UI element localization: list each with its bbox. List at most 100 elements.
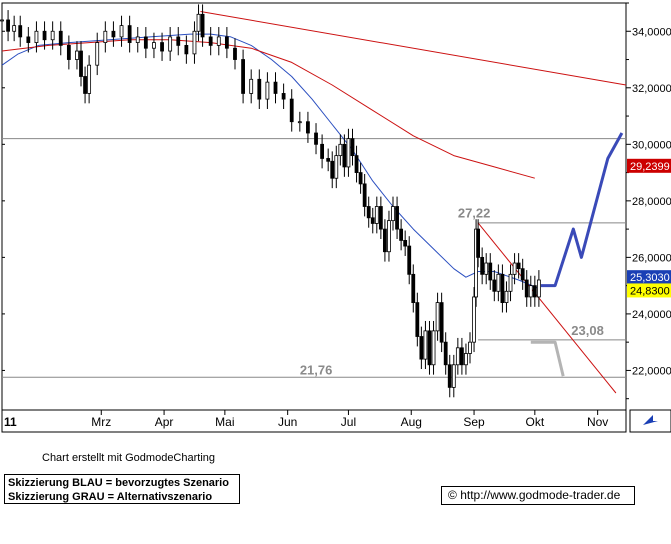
price-candle	[423, 330, 428, 360]
price-candle	[342, 143, 347, 168]
price-candle	[66, 44, 71, 60]
price-candle	[18, 25, 23, 38]
price-candle	[306, 121, 310, 134]
value-badge-label: 25,3030	[630, 272, 670, 284]
price-candle	[83, 76, 87, 94]
y-tick-label: 28,0000	[632, 196, 671, 208]
price-candle	[407, 245, 412, 275]
price-candle	[143, 36, 148, 49]
price-candle	[508, 273, 513, 292]
price-candle	[6, 19, 10, 32]
x-tick-label: Aug	[401, 415, 422, 429]
price-candle	[334, 155, 339, 179]
y-tick-label: 32,0000	[632, 83, 671, 95]
price-bars	[0, 4, 624, 398]
price-candle	[520, 268, 525, 281]
y-tick-label: 22,0000	[632, 365, 671, 377]
price-candle	[455, 347, 460, 366]
x-tick-label: Jun	[278, 415, 297, 429]
x-tick-label: 11	[4, 415, 17, 429]
x-tick-label: Mai	[215, 415, 234, 429]
price-candle	[431, 330, 436, 366]
price-candle	[484, 262, 489, 275]
price-candle	[391, 206, 395, 222]
x-tick-label: Nov	[587, 415, 608, 429]
trendline-falling-line	[477, 222, 617, 394]
price-candle	[281, 93, 286, 100]
price-candle	[200, 13, 205, 38]
price-candle	[111, 30, 116, 38]
y-tick-label: 26,0000	[632, 252, 671, 264]
price-candle	[249, 78, 254, 94]
price-candle	[224, 36, 229, 49]
price-candle	[374, 206, 379, 224]
chart-grid	[1, 2, 627, 411]
price-candle	[241, 59, 245, 94]
price-candle	[257, 78, 262, 100]
price-candle	[370, 217, 375, 224]
price-candle	[297, 121, 302, 124]
price-candle	[0, 19, 4, 22]
copyright-icon: ©	[448, 488, 457, 502]
price-candle	[42, 30, 47, 41]
price-candle	[532, 285, 537, 298]
x-tick-label: Sep	[463, 415, 485, 429]
price-candle	[350, 138, 355, 157]
value-badge	[627, 270, 671, 285]
price-candle	[58, 30, 63, 46]
price-candle	[536, 279, 541, 298]
price-candle	[208, 36, 213, 46]
scenario-grey-line	[530, 340, 565, 377]
price-candle	[476, 228, 481, 258]
price-candle	[472, 296, 476, 343]
price-candle	[395, 206, 399, 230]
price-candle	[127, 25, 132, 43]
source-link-box[interactable]: © http://www.godmode-trader.de	[441, 486, 635, 505]
x-tick-label: Okt	[525, 415, 544, 429]
chart-lines: 27,22 23,08 21,76	[1, 11, 627, 394]
price-candle	[488, 262, 493, 281]
price-candle	[314, 132, 318, 145]
price-candle	[443, 341, 448, 366]
price-candle	[192, 30, 197, 55]
value-badge-label: 29,2399	[630, 161, 670, 173]
price-candle	[354, 155, 359, 173]
price-candle	[87, 64, 92, 94]
price-candle	[75, 50, 79, 60]
price-candle	[378, 206, 383, 230]
price-candle	[289, 98, 294, 123]
price-candle	[103, 30, 108, 43]
price-candle	[119, 25, 124, 38]
value-badge-label: 24,8300	[630, 285, 670, 297]
price-candle	[326, 158, 331, 162]
price-candle	[12, 25, 17, 32]
price-candle	[435, 302, 440, 332]
scenario-blue-line	[540, 132, 624, 288]
price-candle	[176, 36, 181, 46]
price-candle	[415, 302, 420, 337]
x-tick-label: Mrz	[91, 415, 111, 429]
price-candle	[160, 42, 164, 52]
price-candle	[338, 143, 343, 157]
price-candle	[34, 30, 39, 43]
chart-credit: Chart erstellt mit GodmodeCharting	[42, 452, 216, 464]
price-candle	[79, 50, 83, 77]
price-candle	[512, 262, 517, 275]
arrow-icon	[643, 415, 658, 425]
source-url[interactable]: http://www.godmode-trader.de	[460, 488, 621, 502]
price-candle	[168, 36, 173, 52]
level-label: 27,22	[458, 206, 491, 221]
price-candle	[273, 81, 278, 94]
price-candle	[366, 206, 371, 219]
price-candle	[464, 353, 468, 366]
level-label: 23,08	[571, 323, 604, 338]
price-candle	[216, 36, 221, 46]
x-axis-strip	[1, 409, 627, 433]
price-candle	[233, 47, 237, 60]
price-candle	[504, 290, 509, 303]
price-candle	[411, 273, 416, 303]
price-candle	[451, 364, 456, 388]
scenario-legend: Skizzierung BLAU = bevorzugtes Szenario …	[4, 474, 240, 504]
price-candle	[419, 336, 424, 360]
